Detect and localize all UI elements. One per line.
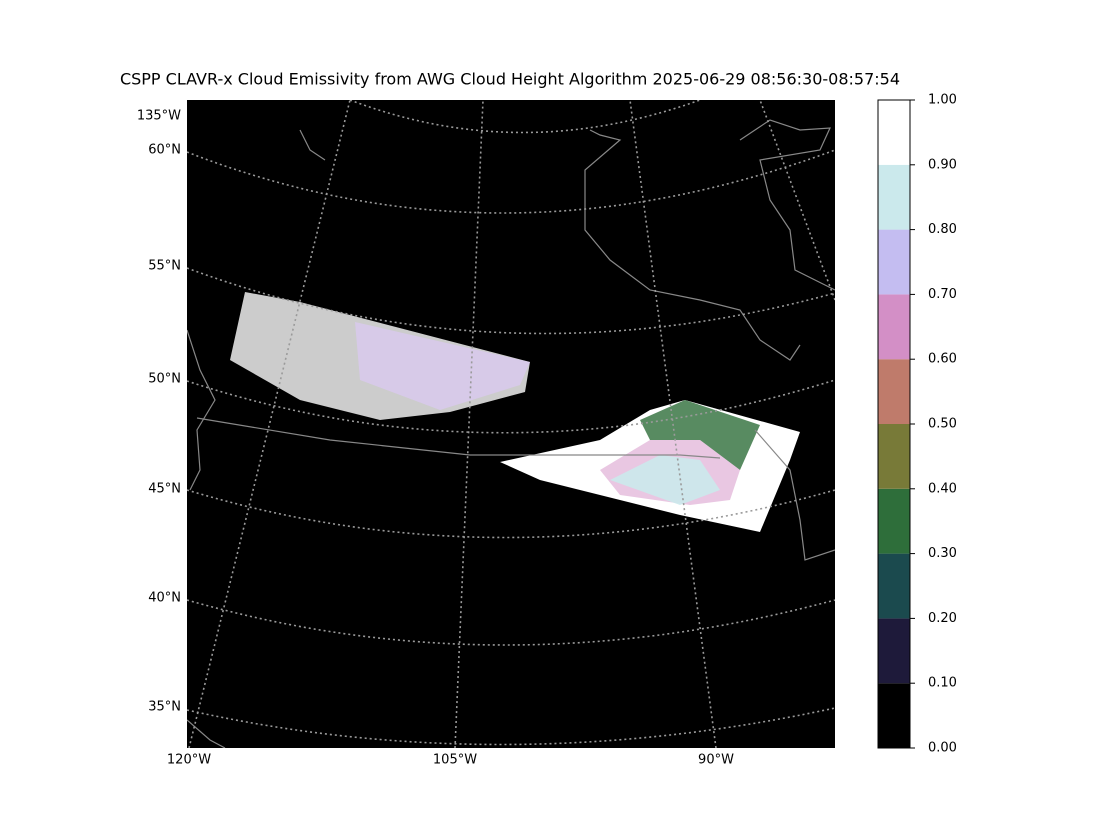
title: CSPP CLAVR-x Cloud Emissivity from AWG C… xyxy=(120,70,900,89)
colorbar-tick-label: 0.70 xyxy=(928,287,957,302)
lat-label: 45°N xyxy=(148,482,181,497)
colorbar-tick-label: 0.40 xyxy=(928,481,957,496)
lon-label: 120°W xyxy=(167,753,211,768)
colorbar-segment xyxy=(878,683,910,748)
colorbar-segment xyxy=(878,488,910,554)
graticule xyxy=(187,100,835,748)
colorbar-tick-label: 0.80 xyxy=(928,222,957,237)
lon-label: 90°W xyxy=(698,753,734,768)
colorbar-tick-label: 0.90 xyxy=(928,157,957,172)
coastlines xyxy=(187,119,835,748)
lat-label: 60°N xyxy=(148,143,181,158)
colorbar-tick-label: 0.60 xyxy=(928,352,957,367)
colorbar: 0.00 0.10 0.20 0.30 0.40 0.50 0.60 0.70 0.80 0.90… xyxy=(877,93,957,756)
lat-label: 35°N xyxy=(148,700,181,715)
lat-label: 55°N xyxy=(148,259,181,274)
map-labels: 60°N 55°N 50°N 45°N 40°N 35°N 135°W 120°W 105°W 9… xyxy=(137,109,734,768)
colorbar-segment xyxy=(878,229,910,295)
colorbar-tick-label: 1.00 xyxy=(928,93,957,108)
lat-label: 50°N xyxy=(148,372,181,387)
colorbar-segment xyxy=(878,618,910,684)
colorbar-segment xyxy=(878,100,910,165)
colorbar-segment xyxy=(878,294,910,360)
colorbar-tick-label: 0.50 xyxy=(928,417,957,432)
colorbar-tick-label: 0.30 xyxy=(928,546,957,561)
lon-label: 135°W xyxy=(137,109,181,124)
lat-label: 40°N xyxy=(148,591,181,606)
colorbar-tick-label: 0.20 xyxy=(928,611,957,626)
colorbar-segment xyxy=(878,553,910,619)
colorbar-segment xyxy=(878,424,910,489)
colorbar-segment xyxy=(878,359,910,424)
colorbar-tick-label: 0.10 xyxy=(928,676,957,691)
colorbar-tick-label: 0.00 xyxy=(928,741,957,756)
cloud-swath xyxy=(230,292,800,532)
colorbar-segment xyxy=(878,164,910,230)
lon-label: 105°W xyxy=(433,753,477,768)
map-content xyxy=(187,100,835,748)
map xyxy=(187,100,835,748)
